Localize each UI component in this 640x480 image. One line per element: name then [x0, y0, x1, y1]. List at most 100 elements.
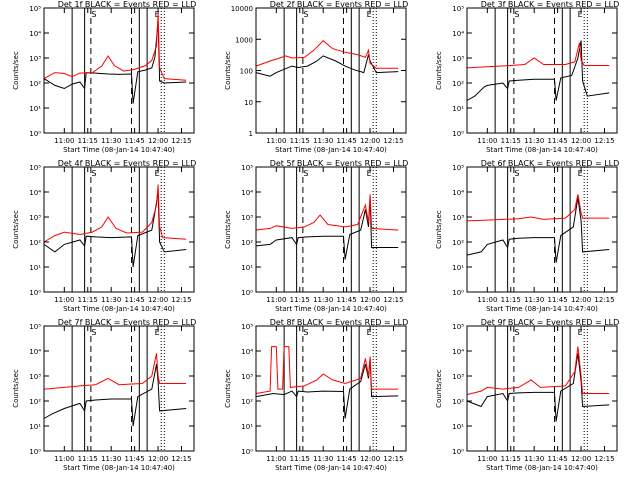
x-tick-label: 12:15	[171, 455, 191, 463]
x-tick-label: 12:00	[148, 296, 168, 304]
x-tick-label: 11:15	[78, 455, 98, 463]
x-tick-label: 11:30	[101, 137, 121, 145]
plot-frame	[43, 7, 195, 134]
x-tick-label: 12:00	[360, 137, 380, 145]
y-tick-label: 10¹	[29, 264, 41, 272]
x-tick-label: 11:00	[54, 455, 74, 463]
y-tick-label: 10²	[452, 80, 464, 88]
x-tick-label: 11:15	[290, 296, 310, 304]
x-tick-label: 11:00	[477, 455, 497, 463]
series-line-lld	[466, 194, 610, 222]
start-symbol: S	[303, 10, 308, 19]
y-tick-label: 10⁰	[29, 448, 41, 456]
x-tick-label: 12:15	[383, 455, 403, 463]
y-tick-label: 10¹	[241, 423, 253, 431]
x-tick-label: 11:45	[125, 296, 145, 304]
y-tick-label: 10²	[29, 398, 41, 406]
series-line-lld	[43, 13, 187, 81]
y-tick-label: 10⁵	[29, 164, 41, 172]
x-tick-label: 11:30	[524, 455, 544, 463]
end-symbol: E	[367, 10, 372, 19]
y-tick-label: 10⁵	[29, 323, 41, 331]
x-tick-label: 11:15	[290, 137, 310, 145]
plot-frame	[255, 166, 407, 293]
end-symbol: E	[578, 10, 583, 19]
x-axis-label: Start Time (08-Jan-14 10:47:40)	[275, 146, 387, 154]
series-line-events	[255, 54, 399, 77]
x-tick-label: 12:00	[571, 455, 591, 463]
y-tick-label: 10¹	[452, 105, 464, 113]
y-axis-label: Counts/sec	[435, 51, 443, 90]
y-tick-label: 10¹	[452, 423, 464, 431]
chart-title: Det 3f BLACK = Events RED = LLD	[481, 0, 620, 9]
chart-title: Det 5f BLACK = Events RED = LLD	[270, 159, 409, 168]
y-axis-label: Counts/sec	[224, 51, 232, 90]
x-tick-label: 12:15	[594, 137, 614, 145]
series-line-lld	[43, 184, 187, 243]
series-line-lld	[466, 42, 610, 69]
x-tick-label: 11:15	[78, 296, 98, 304]
y-tick-label: 10²	[241, 398, 253, 406]
start-symbol: S	[91, 169, 96, 178]
x-tick-label: 11:30	[524, 137, 544, 145]
y-tick-label: 10000	[231, 5, 253, 13]
x-tick-label: 12:00	[360, 296, 380, 304]
x-tick-label: 12:00	[360, 455, 380, 463]
x-tick-label: 12:15	[171, 296, 191, 304]
y-tick-label: 10⁴	[29, 189, 41, 197]
start-symbol: S	[514, 328, 519, 337]
end-symbol: E	[155, 169, 160, 178]
series-line-lld	[255, 40, 399, 69]
y-tick-label: 1	[249, 130, 253, 138]
y-tick-label: 10²	[29, 80, 41, 88]
x-tick-label: 11:45	[337, 296, 357, 304]
series-line-lld	[43, 353, 187, 390]
plot-frame	[43, 325, 195, 452]
end-symbol: E	[155, 328, 160, 337]
x-tick-label: 11:30	[101, 455, 121, 463]
y-tick-label: 100	[240, 68, 253, 76]
x-tick-label: 12:00	[148, 137, 168, 145]
y-tick-label: 10⁵	[29, 5, 41, 13]
x-axis-label: Start Time (08-Jan-14 10:47:40)	[275, 305, 387, 313]
plot-frame	[466, 166, 618, 293]
x-tick-label: 11:00	[266, 137, 286, 145]
x-tick-label: 11:15	[501, 455, 521, 463]
y-axis-label: Counts/sec	[12, 210, 20, 249]
y-tick-label: 10⁵	[241, 164, 253, 172]
y-tick-label: 10³	[452, 55, 464, 63]
x-tick-label: 12:00	[571, 296, 591, 304]
y-tick-label: 10⁵	[241, 323, 253, 331]
end-symbol: E	[367, 169, 372, 178]
x-tick-label: 11:00	[266, 296, 286, 304]
x-tick-label: 11:15	[501, 137, 521, 145]
end-symbol: E	[578, 169, 583, 178]
x-tick-label: 12:15	[594, 296, 614, 304]
end-symbol: E	[367, 328, 372, 337]
y-tick-label: 10¹	[452, 264, 464, 272]
y-axis-label: Counts/sec	[12, 51, 20, 90]
x-tick-label: 11:45	[548, 296, 568, 304]
series-line-events	[43, 21, 187, 104]
y-tick-label: 10⁵	[452, 5, 464, 13]
x-tick-label: 12:15	[383, 296, 403, 304]
y-tick-label: 10⁴	[241, 189, 253, 197]
y-tick-label: 10⁰	[241, 289, 253, 297]
y-tick-label: 10⁴	[29, 30, 41, 38]
y-axis-label: Counts/sec	[435, 369, 443, 408]
x-tick-label: 11:15	[78, 137, 98, 145]
x-tick-label: 11:30	[313, 137, 333, 145]
x-axis-label: Start Time (08-Jan-14 10:47:40)	[63, 464, 175, 472]
y-tick-label: 10⁴	[452, 348, 464, 356]
x-tick-label: 11:45	[125, 455, 145, 463]
x-tick-label: 11:30	[101, 296, 121, 304]
start-symbol: S	[514, 10, 519, 19]
x-tick-label: 12:15	[383, 137, 403, 145]
y-tick-label: 10⁴	[241, 348, 253, 356]
end-symbol: E	[155, 10, 160, 19]
